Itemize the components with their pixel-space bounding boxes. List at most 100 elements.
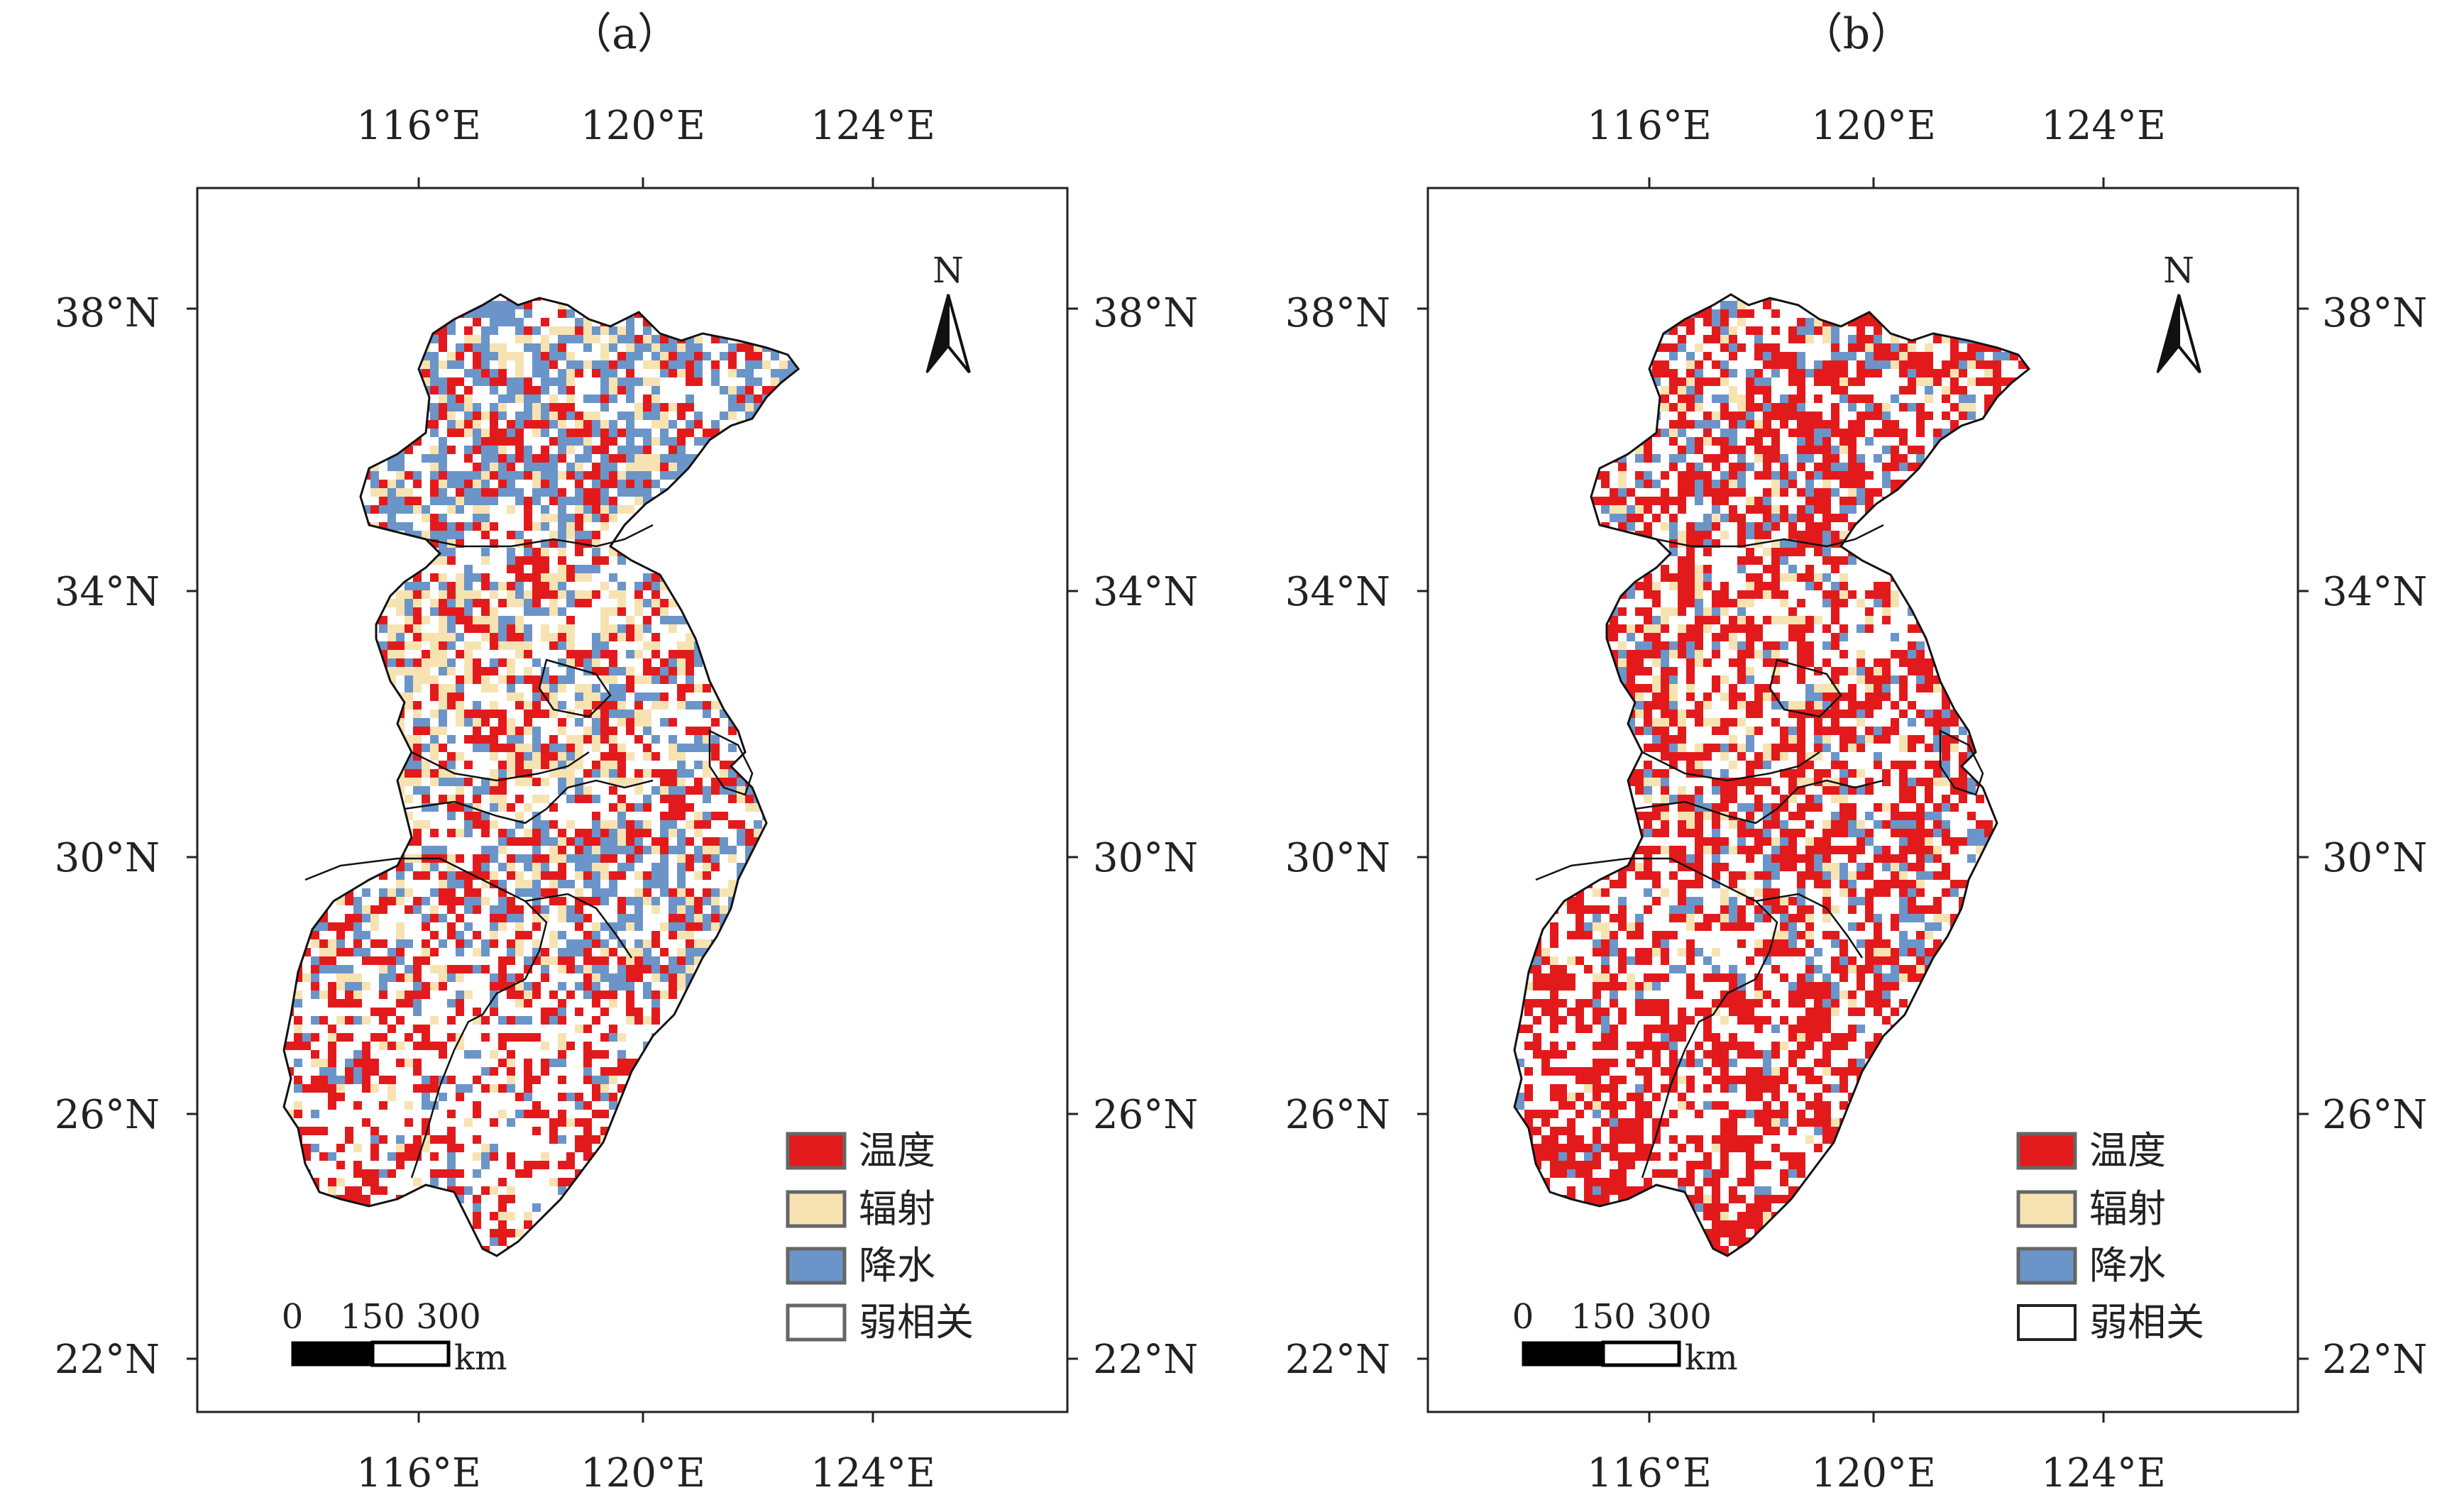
grid-cell	[617, 607, 626, 616]
grid-cell	[541, 863, 549, 871]
grid-cell	[370, 939, 379, 948]
grid-cell	[302, 1084, 311, 1093]
grid-cell	[464, 965, 473, 973]
grid-cell	[677, 914, 686, 922]
grid-cell	[405, 522, 413, 531]
grid-cell	[507, 386, 515, 394]
grid-cell	[328, 948, 336, 956]
grid-cell	[464, 522, 473, 531]
grid-cell	[319, 1059, 328, 1067]
grid-cell	[490, 301, 498, 309]
grid-cell	[405, 973, 413, 982]
panel-a-left-lat-38: 38°N	[55, 290, 160, 336]
grid-cell	[473, 1212, 481, 1220]
grid-cell	[1993, 352, 2001, 360]
grid-cell	[669, 905, 677, 914]
grid-cell	[456, 939, 464, 948]
grid-cell	[498, 446, 507, 454]
grid-cell	[490, 1118, 498, 1127]
grid-cell	[1848, 352, 1857, 360]
grid-cell	[617, 1059, 626, 1067]
grid-cell	[651, 1008, 660, 1016]
grid-cell	[473, 412, 481, 420]
grid-cell	[490, 1008, 498, 1016]
grid-cell	[549, 497, 558, 505]
grid-cell	[583, 769, 592, 778]
grid-cell	[575, 871, 583, 880]
grid-cell	[669, 624, 677, 633]
grid-cell	[498, 480, 507, 488]
grid-cell	[387, 1042, 396, 1050]
grid-cell	[660, 820, 669, 829]
grid-cell	[345, 914, 353, 922]
grid-cell	[481, 335, 490, 343]
grid-cell	[345, 1076, 353, 1084]
grid-cell	[745, 377, 754, 386]
grid-cell	[600, 820, 609, 829]
grid-cell	[1993, 360, 2001, 369]
grid-cell	[524, 548, 532, 556]
grid-cell	[669, 744, 677, 752]
grid-cell	[575, 471, 583, 480]
grid-cell	[541, 837, 549, 846]
grid-cell	[1839, 386, 1848, 394]
grid-cell	[1839, 360, 1848, 369]
grid-cell	[490, 488, 498, 497]
grid-cell	[737, 394, 745, 403]
grid-cell	[575, 488, 583, 497]
grid-cell	[405, 692, 413, 701]
grid-cell	[626, 360, 634, 369]
grid-cell	[422, 667, 430, 675]
grid-cell	[609, 803, 617, 812]
grid-cell	[456, 795, 464, 803]
grid-cell	[405, 582, 413, 590]
grid-cell	[617, 829, 626, 837]
grid-cell	[481, 1152, 490, 1161]
grid-cell	[566, 497, 575, 505]
grid-cell	[1746, 326, 1754, 335]
grid-cell	[532, 1101, 541, 1110]
grid-cell	[532, 429, 541, 437]
grid-cell	[600, 922, 609, 931]
grid-cell	[737, 386, 745, 394]
grid-cell	[481, 429, 490, 437]
grid-cell	[1891, 343, 1899, 352]
grid-cell	[336, 1093, 345, 1101]
panel-a-left-lat-22: 22°N	[55, 1337, 160, 1383]
grid-cell	[387, 522, 396, 531]
grid-cell	[626, 463, 634, 471]
grid-cell	[600, 360, 609, 369]
grid-cell	[507, 309, 515, 318]
grid-cell	[430, 463, 439, 471]
grid-cell	[328, 999, 336, 1008]
grid-cell	[422, 1101, 430, 1110]
grid-cell	[532, 573, 541, 582]
grid-cell	[490, 786, 498, 795]
grid-cell	[447, 1169, 456, 1178]
grid-cell	[379, 973, 387, 982]
grid-cell	[1950, 403, 1959, 412]
grid-cell	[541, 829, 549, 837]
grid-cell	[549, 1178, 558, 1186]
grid-cell	[609, 990, 617, 999]
grid-cell	[558, 548, 566, 556]
grid-cell	[524, 718, 532, 727]
grid-cell	[592, 1050, 600, 1059]
grid-cell	[541, 386, 549, 394]
grid-cell	[549, 377, 558, 386]
grid-cell	[711, 922, 720, 931]
grid-cell	[558, 897, 566, 905]
grid-cell	[1942, 394, 1950, 403]
grid-cell	[532, 522, 541, 531]
grid-cell	[634, 701, 643, 710]
grid-cell	[600, 446, 609, 454]
grid-cell	[422, 650, 430, 658]
grid-cell	[1857, 326, 1865, 335]
grid-cell	[405, 675, 413, 684]
grid-cell	[464, 590, 473, 599]
grid-cell	[1976, 352, 1984, 360]
grid-cell	[498, 795, 507, 803]
grid-cell	[353, 1144, 362, 1152]
grid-cell	[592, 990, 600, 999]
grid-cell	[745, 403, 754, 412]
